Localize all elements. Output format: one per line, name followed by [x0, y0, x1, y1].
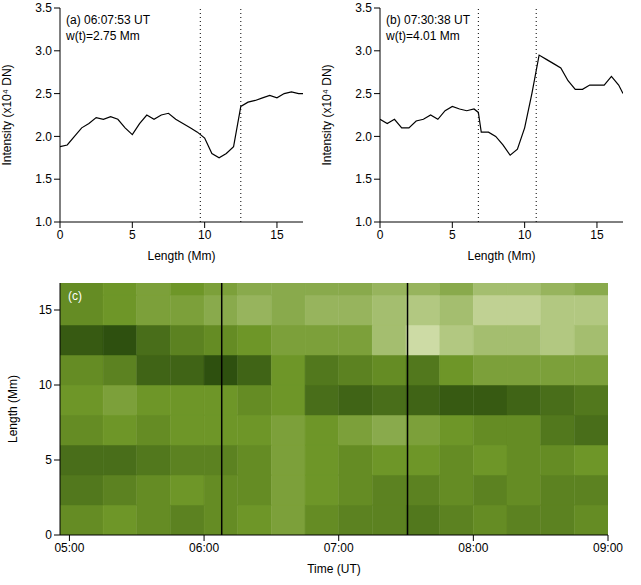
svg-text:0: 0: [57, 228, 64, 242]
svg-text:10: 10: [518, 228, 532, 242]
svg-text:15: 15: [270, 228, 284, 242]
svg-text:1.0: 1.0: [35, 215, 52, 229]
html-text:w(t)=4.01 Mm: w(t)=4.01 Mm: [386, 29, 460, 43]
svg-text:05:00: 05:00: [54, 541, 84, 555]
svg-text:Length (Mm): Length (Mm): [6, 375, 20, 443]
svg-text:5: 5: [45, 453, 52, 467]
svg-text:Length (Mm): Length (Mm): [467, 249, 535, 263]
svg-text:3.5: 3.5: [35, 1, 52, 15]
svg-text:2.0: 2.0: [355, 130, 372, 144]
svg-text:3.0: 3.0: [355, 44, 372, 58]
svg-text:0: 0: [45, 528, 52, 542]
svg-text:3.0: 3.0: [35, 44, 52, 58]
html-text:w(t)=2.75 Mm: w(t)=2.75 Mm: [66, 29, 140, 43]
svg-text:Intensity (x10⁴ DN): Intensity (x10⁴ DN): [320, 64, 334, 165]
svg-text:1.0: 1.0: [355, 215, 372, 229]
svg-text:08:00: 08:00: [458, 541, 488, 555]
svg-text:10: 10: [39, 378, 53, 392]
svg-text:2.0: 2.0: [35, 130, 52, 144]
svg-text:1.5: 1.5: [355, 172, 372, 186]
svg-text:07:00: 07:00: [324, 541, 354, 555]
svg-text:10: 10: [198, 228, 212, 242]
svg-text:15: 15: [590, 228, 604, 242]
svg-text:1.5: 1.5: [35, 172, 52, 186]
svg-text:Intensity (x10⁴ DN): Intensity (x10⁴ DN): [0, 64, 14, 165]
svg-text:09:00: 09:00: [593, 541, 623, 555]
svg-text:5: 5: [129, 228, 136, 242]
svg-text:15: 15: [39, 303, 53, 317]
svg-text:2.5: 2.5: [355, 87, 372, 101]
svg-text:Length (Mm): Length (Mm): [147, 249, 215, 263]
svg-text:Time (UT): Time (UT): [307, 562, 361, 576]
html-text:(c): (c): [68, 289, 82, 303]
svg-text:06:00: 06:00: [189, 541, 219, 555]
html-text:(b) 07:30:38 UT: (b) 07:30:38 UT: [386, 13, 470, 27]
svg-text:0: 0: [377, 228, 384, 242]
html-text:(a) 06:07:53 UT: (a) 06:07:53 UT: [66, 13, 150, 27]
svg-text:2.5: 2.5: [35, 87, 52, 101]
svg-text:3.5: 3.5: [355, 1, 372, 15]
svg-text:5: 5: [449, 228, 456, 242]
